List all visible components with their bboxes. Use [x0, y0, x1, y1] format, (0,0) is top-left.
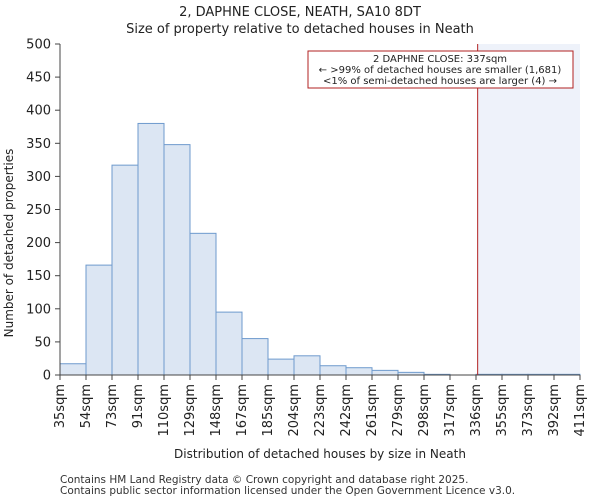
- histogram-bar: [111, 164, 139, 376]
- x-tick-label: 279sqm: [391, 384, 406, 437]
- y-tick-label: 100: [26, 302, 51, 317]
- y-tick-label: 500: [26, 38, 51, 53]
- x-tick-label: 91sqm: [131, 384, 146, 428]
- x-tick-label: 392sqm: [547, 384, 562, 437]
- histogram-bar: [215, 311, 243, 376]
- y-tick-label: 350: [26, 137, 51, 152]
- x-tick-label: 336sqm: [469, 384, 484, 437]
- y-tick-label: 150: [26, 269, 51, 284]
- x-tick-label: 73sqm: [105, 384, 120, 428]
- annotation-line-2: ← >99% of detached houses are smaller (1…: [319, 65, 562, 76]
- x-axis-label: Distribution of detached houses by size …: [174, 447, 466, 461]
- histogram-bar: [371, 369, 399, 376]
- histogram-bar: [241, 338, 269, 376]
- histogram-bar: [85, 264, 113, 376]
- x-tick-label: 242sqm: [339, 384, 354, 437]
- annotation-line-3: <1% of semi-detached houses are larger (…: [323, 76, 557, 87]
- y-tick-label: 450: [26, 71, 51, 86]
- histogram-bar: [163, 144, 191, 376]
- annotation-box: [307, 50, 574, 89]
- footer-licence: Contains public sector information licen…: [60, 485, 516, 497]
- y-tick-label: 0: [43, 369, 51, 384]
- y-tick-label: 250: [26, 203, 51, 218]
- x-tick-label: 185sqm: [261, 384, 276, 437]
- x-tick-label: 317sqm: [443, 384, 458, 437]
- y-tick-label: 400: [26, 104, 51, 119]
- x-tick-label: 261sqm: [365, 384, 380, 437]
- chart-subtitle: Size of property relative to detached ho…: [126, 22, 474, 37]
- histogram-bar: [137, 122, 165, 376]
- y-tick-label: 50: [34, 335, 51, 350]
- x-tick-label: 204sqm: [287, 384, 302, 437]
- histogram-bar: [293, 355, 321, 376]
- y-axis-label: Number of detached properties: [2, 149, 16, 338]
- x-tick-label: 373sqm: [521, 384, 536, 437]
- x-tick-label: 148sqm: [209, 384, 224, 437]
- y-tick-label: 200: [26, 236, 51, 251]
- footer-copyright: Contains HM Land Registry data © Crown c…: [60, 474, 469, 486]
- histogram-bar: [189, 232, 217, 376]
- highlight-region: [477, 44, 580, 375]
- histogram-bar: [345, 367, 373, 376]
- x-tick-label: 355sqm: [495, 384, 510, 437]
- x-tick-label: 411sqm: [573, 384, 588, 437]
- chart-title: 2, DAPHNE CLOSE, NEATH, SA10 8DT: [179, 5, 421, 20]
- annotation-line-1: 2 DAPHNE CLOSE: 337sqm: [373, 54, 507, 65]
- x-tick-label: 298sqm: [417, 384, 432, 437]
- x-tick-label: 54sqm: [79, 384, 94, 428]
- x-tick-label: 167sqm: [235, 384, 250, 437]
- x-tick-label: 110sqm: [157, 384, 172, 437]
- x-tick-label: 129sqm: [183, 384, 198, 437]
- histogram-bar: [59, 363, 87, 376]
- histogram-bar: [267, 358, 295, 376]
- x-tick-label: 35sqm: [53, 384, 68, 428]
- x-tick-label: 223sqm: [313, 384, 328, 437]
- y-tick-label: 300: [26, 170, 51, 185]
- histogram-bar: [319, 365, 347, 376]
